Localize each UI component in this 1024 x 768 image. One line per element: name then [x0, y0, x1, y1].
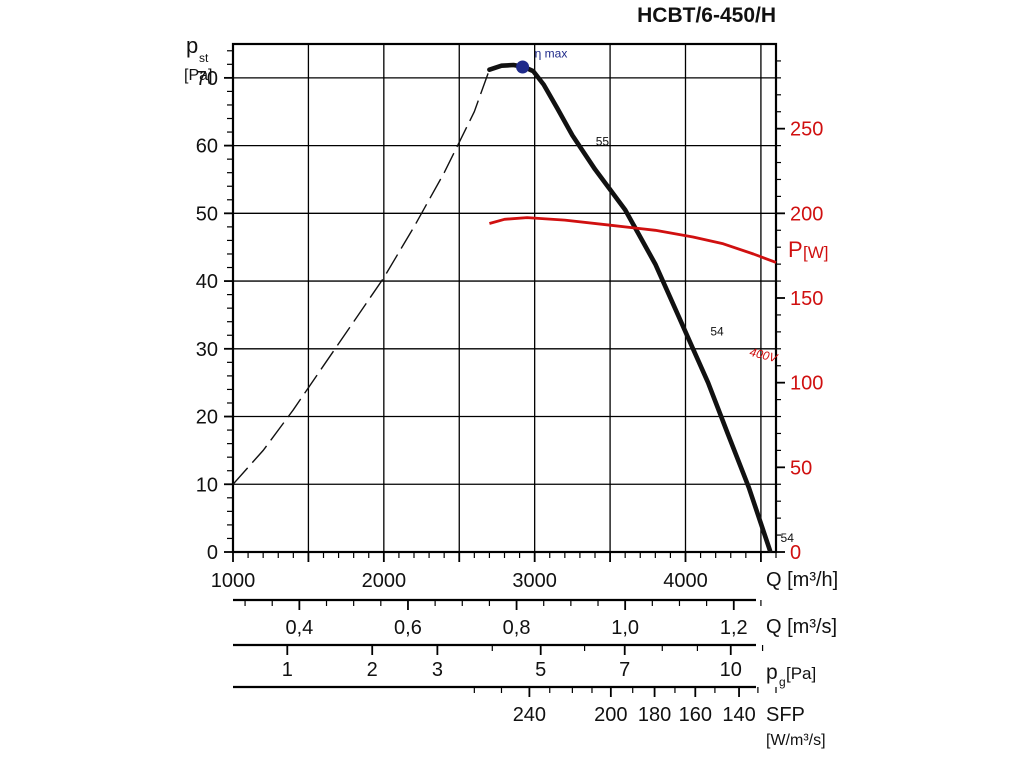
- pg-label-unit: [Pa]: [786, 664, 816, 683]
- x-tick-label: 3000: [512, 570, 557, 592]
- y-tick-label: 30: [196, 339, 218, 361]
- pg-label-main: p: [766, 661, 778, 684]
- curve-label: 54: [781, 531, 795, 545]
- y2-tick-label: 0: [790, 542, 801, 564]
- scale-tick-label: 0,4: [285, 617, 313, 639]
- y-tick-label: 0: [207, 542, 218, 564]
- scale-tick-label: 1,0: [611, 617, 639, 639]
- scale-tick-label: 1: [282, 659, 293, 681]
- eta-max-label: η max: [535, 47, 568, 61]
- curves: [232, 60, 777, 553]
- sfp-label: SFP: [766, 704, 805, 726]
- scale-tick-label: 180: [638, 704, 671, 726]
- scale-tick-label: 10: [720, 659, 742, 681]
- y2-axis-label-main: P: [788, 237, 803, 262]
- y-axis-label-sub: st: [199, 51, 209, 65]
- pressure-curve-unstable: [232, 69, 491, 485]
- y-axis-unit: [Pa]: [184, 67, 212, 84]
- x-tick-label: 4000: [663, 570, 708, 592]
- y2-tick-label: 250: [790, 119, 823, 141]
- x-axis-tick-labels: 1000 2000 3000 4000: [211, 570, 708, 592]
- power-curve: [489, 216, 777, 264]
- curve-label: 54: [710, 324, 724, 338]
- grid: [231, 42, 778, 554]
- scale-tick-label: 240: [513, 704, 546, 726]
- x-tick-label: 2000: [362, 570, 407, 592]
- scale-tick-label: 7: [619, 659, 630, 681]
- pg-scale: 1 2 3 5 7 10: [233, 643, 764, 681]
- y-tick-label: 20: [196, 407, 218, 429]
- pg-label-sub: g: [779, 675, 786, 689]
- axis-ticks: [224, 50, 785, 562]
- y2-tick-label: 50: [790, 457, 812, 479]
- x-axis-label: Q [m³/h]: [766, 569, 838, 591]
- eta-max-point: [516, 60, 530, 74]
- chart-title: HCBT/6-450/H: [637, 4, 776, 27]
- y2-tick-label: 150: [790, 288, 823, 310]
- pressure-curve: [487, 62, 773, 553]
- q-m3s-label: Q [m³/s]: [766, 616, 837, 638]
- y2-tick-label: 100: [790, 373, 823, 395]
- annotations: η max 55 54 54 400V: [535, 47, 795, 545]
- y2-axis-tick-labels: 0 50 100 150 200 250: [790, 119, 823, 564]
- y2-axis-unit: [W]: [803, 243, 829, 262]
- scale-tick-label: 200: [594, 704, 627, 726]
- y2-tick-label: 200: [790, 203, 823, 225]
- y-tick-label: 10: [196, 474, 218, 496]
- y-tick-label: 40: [196, 271, 218, 293]
- x-tick-label: 1000: [211, 570, 256, 592]
- sfp-unit: [W/m³/s]: [766, 732, 826, 749]
- scale-tick-label: 3: [432, 659, 443, 681]
- y-tick-label: 50: [196, 203, 218, 225]
- q-m3s-scale: 0,4 0,6 0,8 1,0 1,2: [233, 598, 762, 639]
- y-axis-label-main: p: [186, 33, 198, 58]
- y-tick-label: 60: [196, 136, 218, 158]
- y-axis-tick-labels: 0 10 20 30 40 50 60 70: [196, 68, 218, 564]
- scale-tick-label: 2: [367, 659, 378, 681]
- scale-tick-label: 140: [722, 704, 755, 726]
- voltage-label: 400V: [748, 345, 780, 366]
- scale-tick-label: 5: [535, 659, 546, 681]
- sfp-scale: 240 200 180 160 140: [233, 685, 777, 726]
- y-tick-label: 70: [196, 68, 218, 90]
- scale-tick-label: 160: [679, 704, 712, 726]
- curve-label: 55: [596, 135, 610, 149]
- scale-tick-label: 0,8: [503, 617, 531, 639]
- plot-frame: [231, 42, 778, 554]
- scale-tick-label: 1,2: [720, 617, 748, 639]
- scale-tick-label: 0,6: [394, 617, 422, 639]
